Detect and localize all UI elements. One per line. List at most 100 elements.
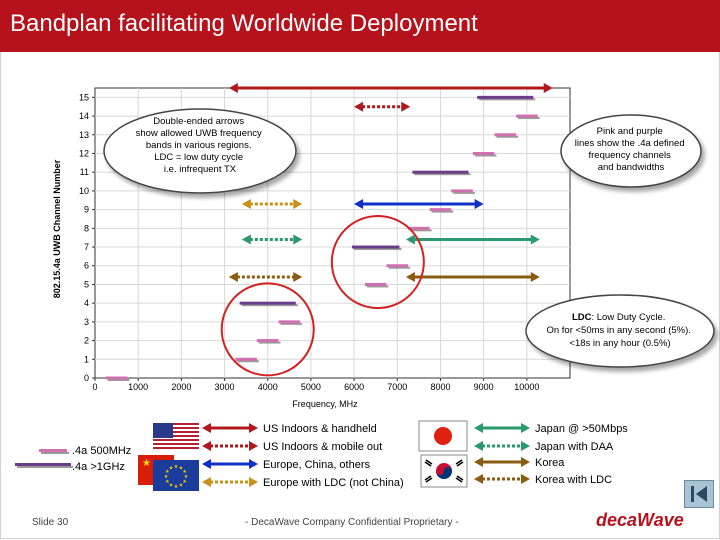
footer-text: - DecaWave Company Confidential Propriet… (245, 517, 459, 528)
x-tick-label: 2000 (171, 382, 191, 392)
arrow-head-right (521, 474, 530, 484)
legend-arrow-us-solid (202, 423, 258, 433)
channel-bar-shadow (474, 154, 497, 157)
us-flag-icon (153, 423, 199, 451)
eu-flag-star: ★ (169, 483, 174, 489)
x-tick-label: 1000 (128, 382, 148, 392)
us-flag-stripe (153, 439, 199, 441)
ldc-line1: : Low Duty Cycle. (591, 312, 665, 323)
callout-left-line: LDC = low duty cycle (154, 152, 243, 163)
arrow-head-left (405, 234, 415, 245)
arrow-head-right (521, 441, 530, 451)
arrow-head-left (354, 101, 364, 112)
region-arrow-europe_ldc-dotted (241, 199, 303, 209)
legend-arrow-kr-solid (474, 457, 530, 467)
legend-eu-dotted-label: Europe with LDC (not China) (263, 477, 404, 489)
arrow-head-right (521, 457, 530, 467)
chart-axes: 0 1000 2000 3000 4000 5000 6000 7000 8000 9000 100… (79, 92, 539, 392)
channel-bar-shadow (453, 191, 475, 194)
legend-us-dotted-label: US Indoors & mobile out (263, 441, 382, 453)
region-arrow-japan-dotted (241, 234, 303, 245)
channel-bar (408, 226, 430, 230)
ldc-bold: LDC (572, 312, 592, 323)
channel-bar-shadow (258, 341, 281, 344)
channel-bar (278, 320, 301, 324)
y-tick-label: 3 (84, 317, 89, 327)
back-nav-button[interactable] (684, 480, 714, 508)
x-tick-label: 4000 (258, 382, 278, 392)
slide-title: Bandplan facilitating Worldwide Deployme… (10, 10, 478, 37)
callout-left-line: Double-ended arrows (153, 116, 244, 127)
arrow-head-left (241, 199, 251, 209)
legend-jp-dotted-label: Japan with DAA (535, 441, 614, 453)
x-tick-label: 6000 (344, 382, 364, 392)
channel-bar (472, 151, 495, 155)
x-tick-label: 8000 (430, 382, 450, 392)
x-tick-label: 5000 (301, 382, 321, 392)
back-arrow-icon (691, 486, 707, 502)
arrow-head-right (474, 199, 484, 209)
channel-bar-shadow (479, 98, 536, 101)
channel-bar (386, 264, 409, 268)
legend-band-500-sample (39, 449, 67, 452)
channel-bar (451, 189, 473, 193)
channel-bar (364, 282, 387, 286)
title-bar: Bandplan facilitating Worldwide Deployme… (0, 0, 720, 52)
us-flag-stripe (153, 427, 199, 429)
arrow-head-right (249, 459, 258, 469)
legend-jp-solid-label: Japan @ >50Mbps (535, 423, 628, 435)
y-tick-label: 1 (84, 354, 89, 364)
arrow-head-left (202, 423, 211, 433)
japan-flag-icon (418, 420, 468, 452)
arrow-head-left (474, 474, 483, 484)
arrow-head-left (405, 271, 415, 282)
channel-bar-shadow (237, 360, 259, 363)
eu-flag-star: ★ (182, 469, 187, 475)
y-tick-label: 13 (79, 130, 89, 140)
channel-bar-shadow (353, 248, 402, 251)
arrow-head-right (521, 423, 530, 433)
eu-flag-icon: ★★★★★★★★★ ★ ★★ (153, 460, 199, 491)
y-tick-label: 5 (84, 279, 89, 289)
us-flag-stripe (153, 447, 199, 449)
callout-right-line: Pink and purple (597, 126, 663, 137)
channel-bar-shadow (414, 173, 471, 176)
arrow-head-left (241, 234, 251, 245)
region-arrow-japan-solid (405, 234, 540, 245)
channel-bar-shadow (280, 322, 303, 325)
ldc-line3: <18s in any hour (0.5%) (569, 338, 670, 349)
y-tick-label: 14 (79, 111, 89, 121)
region-arrow-europe-solid (354, 199, 484, 209)
callout-left-line: bands in various regions. (146, 140, 252, 151)
us-flag-stripe (153, 431, 199, 433)
y-tick-label: 7 (84, 242, 89, 252)
decawave-logo: decaWave (596, 510, 684, 530)
legend-band-500-label: .4a 500MHz (72, 445, 131, 457)
arrow-head-left (228, 271, 238, 282)
legend-band-1g-label: .4a >1GHz (72, 461, 125, 473)
eu-flag-star: ★ (182, 479, 187, 485)
eu-flag-star: ★ (165, 479, 170, 485)
channel-bar (494, 133, 517, 137)
arrow-head-right (293, 199, 303, 209)
callout-left-text: Double-ended arrows show allowed UWB fre… (136, 116, 265, 175)
channel-bar-shadow (241, 304, 298, 307)
y-tick-label: 6 (84, 261, 89, 271)
channel-bar (429, 208, 452, 212)
arrow-head-left (202, 459, 211, 469)
callout-right-line: lines show the .4a defined (575, 138, 685, 149)
y-tick-label: 10 (79, 186, 89, 196)
legend-band-1g-shadow (17, 466, 73, 468)
legend-arrow-eu-solid (202, 459, 258, 469)
arrow-head-right (249, 477, 258, 487)
callout-ldc-text: LDC: Low Duty Cycle. On for <50ms in any… (546, 312, 693, 349)
y-tick-label: 15 (79, 92, 89, 102)
y-tick-label: 9 (84, 205, 89, 215)
channel-bar (256, 339, 279, 343)
channel-bar-shadow (518, 117, 540, 120)
arrow-head-left (474, 441, 483, 451)
region-arrow-korea-solid (405, 271, 540, 282)
legend-us-solid-label: US Indoors & handheld (263, 423, 377, 435)
y-tick-label: 0 (84, 373, 89, 383)
channel-bar-shadow (388, 266, 411, 269)
